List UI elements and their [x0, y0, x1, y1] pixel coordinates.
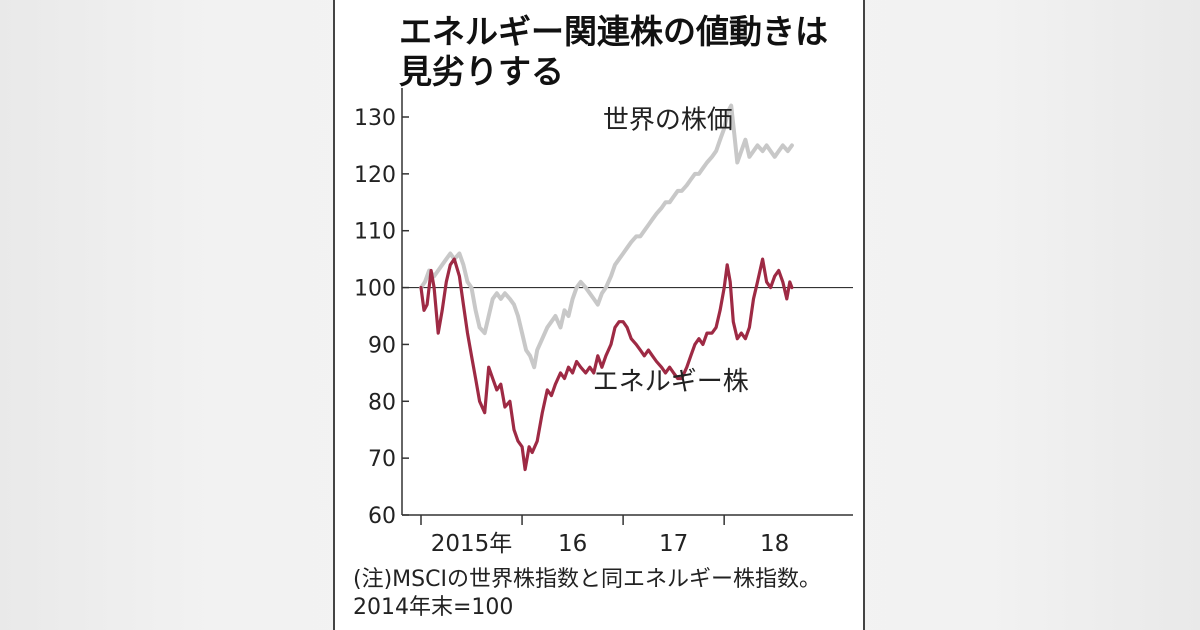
- series-line-world: [419, 103, 794, 370]
- title-line-1: エネルギー関連株の値動きは: [399, 12, 828, 51]
- chart-card: エネルギー関連株の値動きは 見劣りする 60 70 80 90 100 110 120 130…: [333, 0, 865, 630]
- x-tick-label: 16: [558, 531, 587, 557]
- axes: 60 70 80 90 100 110 120 130 2015年 16 17 18: [354, 88, 853, 557]
- x-tick-label: 17: [659, 531, 688, 557]
- series-label-world: 世界の株価: [603, 105, 733, 135]
- series-line-energy: [419, 257, 794, 472]
- y-tick-label: 80: [368, 390, 396, 415]
- line-chart: 60 70 80 90 100 110 120 130 2015年 16 17 18 世界の株価エネル…: [354, 88, 853, 557]
- note-line-1: (注)MSCIの世界株指数と同エネルギー株指数。: [353, 567, 821, 592]
- y-tick-label: 100: [354, 277, 396, 302]
- y-tick-label: 60: [368, 504, 396, 529]
- x-tick-label: 2015年: [431, 531, 513, 557]
- series-label-energy: エネルギー株: [593, 367, 749, 397]
- chart-title: エネルギー関連株の値動きは 見劣りする: [399, 12, 828, 92]
- y-tick-label: 130: [354, 106, 396, 131]
- y-tick-label: 70: [368, 447, 396, 472]
- y-tick-label: 90: [368, 333, 396, 358]
- x-tick-label: 18: [760, 531, 789, 557]
- note-line-2: 2014年末=100: [353, 595, 514, 620]
- title-line-2: 見劣りする: [399, 52, 564, 91]
- y-tick-label: 110: [354, 220, 396, 245]
- chart-note: (注)MSCIの世界株指数と同エネルギー株指数。 2014年末=100: [353, 566, 821, 622]
- series-layer: [419, 103, 794, 472]
- y-tick-label: 120: [354, 163, 396, 188]
